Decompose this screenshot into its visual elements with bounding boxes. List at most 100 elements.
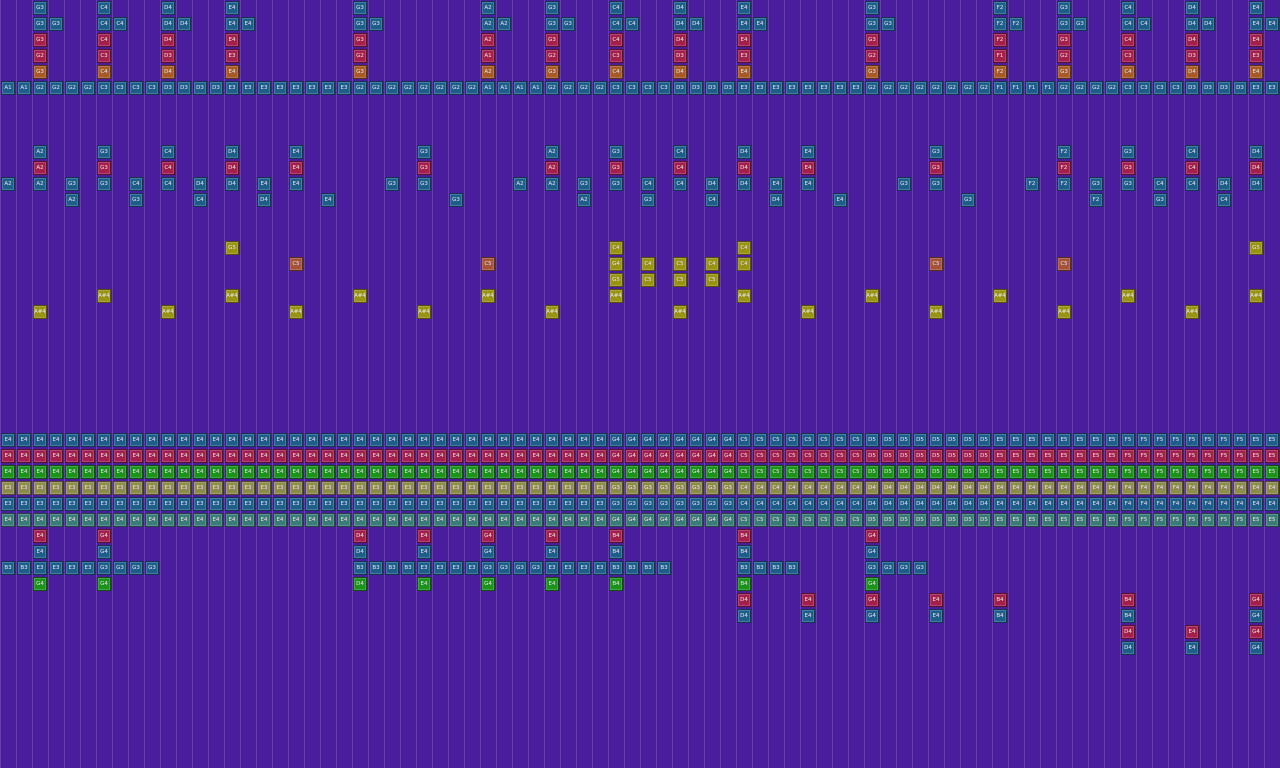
note-cell[interactable]: A1 bbox=[1, 81, 15, 95]
note-cell[interactable]: C5 bbox=[785, 449, 799, 463]
note-cell[interactable]: C5 bbox=[817, 433, 831, 447]
note-cell[interactable]: E5 bbox=[1073, 433, 1087, 447]
note-cell[interactable]: D4 bbox=[161, 65, 175, 79]
note-cell[interactable]: G3 bbox=[449, 193, 463, 207]
note-cell[interactable]: D5 bbox=[897, 513, 911, 527]
note-cell[interactable]: E4 bbox=[513, 513, 527, 527]
note-cell[interactable]: E3 bbox=[257, 481, 271, 495]
note-cell[interactable]: E4 bbox=[801, 161, 815, 175]
note-cell[interactable]: D4 bbox=[1185, 1, 1199, 15]
note-cell[interactable]: G3 bbox=[913, 561, 927, 575]
note-cell[interactable]: G3 bbox=[353, 17, 367, 31]
note-cell[interactable]: E3 bbox=[529, 497, 543, 511]
note-cell[interactable]: G2 bbox=[545, 81, 559, 95]
note-cell[interactable]: G4 bbox=[481, 545, 495, 559]
note-cell[interactable]: E4 bbox=[737, 65, 751, 79]
note-cell[interactable]: C4 bbox=[1185, 145, 1199, 159]
note-cell[interactable]: D5 bbox=[881, 465, 895, 479]
note-cell[interactable]: A#4 bbox=[865, 289, 879, 303]
note-cell[interactable]: C4 bbox=[97, 33, 111, 47]
note-cell[interactable]: E4 bbox=[337, 433, 351, 447]
note-cell[interactable]: A1 bbox=[481, 81, 495, 95]
note-cell[interactable]: G3 bbox=[385, 177, 399, 191]
note-cell[interactable]: A2 bbox=[513, 177, 527, 191]
note-cell[interactable]: E5 bbox=[1265, 449, 1279, 463]
note-cell[interactable]: E4 bbox=[545, 529, 559, 543]
note-cell[interactable]: D4 bbox=[737, 593, 751, 607]
note-cell[interactable]: E4 bbox=[545, 545, 559, 559]
note-cell[interactable]: D5 bbox=[977, 513, 991, 527]
note-cell[interactable]: E4 bbox=[1, 433, 15, 447]
note-cell[interactable]: C5 bbox=[801, 433, 815, 447]
note-cell[interactable]: C4 bbox=[705, 257, 719, 271]
note-cell[interactable]: G2 bbox=[353, 49, 367, 63]
note-cell[interactable]: E3 bbox=[417, 561, 431, 575]
note-cell[interactable]: C4 bbox=[609, 241, 623, 255]
note-cell[interactable]: A#4 bbox=[545, 305, 559, 319]
note-cell[interactable]: E5 bbox=[1041, 513, 1055, 527]
note-cell[interactable]: E4 bbox=[193, 465, 207, 479]
note-cell[interactable]: A1 bbox=[481, 49, 495, 63]
note-cell[interactable]: F4 bbox=[1233, 497, 1247, 511]
note-cell[interactable]: E3 bbox=[465, 561, 479, 575]
note-cell[interactable]: G3 bbox=[1057, 17, 1071, 31]
note-cell[interactable]: E3 bbox=[497, 497, 511, 511]
note-cell[interactable]: G4 bbox=[865, 545, 879, 559]
note-cell[interactable]: E4 bbox=[81, 513, 95, 527]
note-cell[interactable]: C4 bbox=[737, 257, 751, 271]
note-cell[interactable]: E3 bbox=[337, 81, 351, 95]
note-cell[interactable]: A2 bbox=[545, 177, 559, 191]
note-cell[interactable]: D4 bbox=[177, 17, 191, 31]
note-cell[interactable]: C3 bbox=[1121, 81, 1135, 95]
note-cell[interactable]: E4 bbox=[225, 433, 239, 447]
note-cell[interactable]: G3 bbox=[97, 161, 111, 175]
note-cell[interactable]: E4 bbox=[737, 1, 751, 15]
note-cell[interactable]: F1 bbox=[1009, 81, 1023, 95]
note-cell[interactable]: C4 bbox=[1121, 17, 1135, 31]
note-cell[interactable]: E4 bbox=[1249, 497, 1263, 511]
note-cell[interactable]: E4 bbox=[417, 449, 431, 463]
note-cell[interactable]: D3 bbox=[673, 49, 687, 63]
note-cell[interactable]: E5 bbox=[1009, 449, 1023, 463]
note-cell[interactable]: E4 bbox=[353, 449, 367, 463]
note-cell[interactable]: G4 bbox=[625, 449, 639, 463]
note-cell[interactable]: E3 bbox=[241, 497, 255, 511]
note-cell[interactable]: E4 bbox=[497, 449, 511, 463]
note-cell[interactable]: F4 bbox=[1201, 497, 1215, 511]
note-cell[interactable]: G3 bbox=[929, 145, 943, 159]
note-cell[interactable]: E5 bbox=[1057, 433, 1071, 447]
note-cell[interactable]: A2 bbox=[577, 193, 591, 207]
note-cell[interactable]: G5 bbox=[1249, 241, 1263, 255]
note-cell[interactable]: E4 bbox=[401, 433, 415, 447]
note-cell[interactable]: E3 bbox=[1, 497, 15, 511]
note-cell[interactable]: D4 bbox=[225, 177, 239, 191]
note-cell[interactable]: E4 bbox=[433, 465, 447, 479]
note-cell[interactable]: G3 bbox=[865, 1, 879, 15]
note-cell[interactable]: E4 bbox=[369, 433, 383, 447]
note-cell[interactable]: D4 bbox=[913, 481, 927, 495]
note-cell[interactable]: A#4 bbox=[481, 289, 495, 303]
note-cell[interactable]: E4 bbox=[1057, 481, 1071, 495]
note-cell[interactable]: E4 bbox=[1249, 481, 1263, 495]
note-cell[interactable]: D4 bbox=[1217, 177, 1231, 191]
note-cell[interactable]: C4 bbox=[97, 1, 111, 15]
note-cell[interactable]: E3 bbox=[465, 497, 479, 511]
note-cell[interactable]: E3 bbox=[545, 481, 559, 495]
note-cell[interactable]: G5 bbox=[609, 273, 623, 287]
note-cell[interactable]: D5 bbox=[977, 449, 991, 463]
note-cell[interactable]: E4 bbox=[593, 449, 607, 463]
note-cell[interactable]: C3 bbox=[1121, 49, 1135, 63]
note-cell[interactable]: C3 bbox=[1169, 81, 1183, 95]
note-cell[interactable]: E4 bbox=[1089, 481, 1103, 495]
note-cell[interactable]: G3 bbox=[129, 561, 143, 575]
note-cell[interactable]: C4 bbox=[625, 17, 639, 31]
note-cell[interactable]: E4 bbox=[65, 449, 79, 463]
note-cell[interactable]: E4 bbox=[65, 513, 79, 527]
note-cell[interactable]: G4 bbox=[705, 465, 719, 479]
note-cell[interactable]: G3 bbox=[561, 17, 575, 31]
note-cell[interactable]: E3 bbox=[593, 561, 607, 575]
note-cell[interactable]: E4 bbox=[385, 449, 399, 463]
note-cell[interactable]: E4 bbox=[33, 529, 47, 543]
note-cell[interactable]: E4 bbox=[113, 465, 127, 479]
note-cell[interactable]: C4 bbox=[161, 161, 175, 175]
